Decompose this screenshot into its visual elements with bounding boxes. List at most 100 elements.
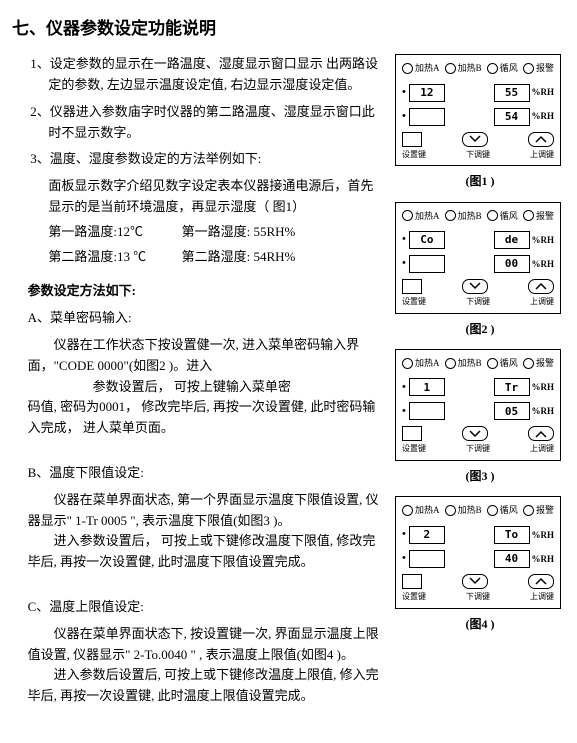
r1-left: 第一路温度:12℃ <box>48 222 178 243</box>
figure-column: 加热A 加热B 循风 报警 •12 55%RH • 54%RH 设置键 下调键 <box>395 54 565 644</box>
dot-icon: • <box>402 108 406 126</box>
led-label: 循风 <box>500 61 518 75</box>
C-head: C、温度上限值设定: <box>12 597 385 618</box>
B-p1: 仪器在菜单界面状态, 第一个界面显示温度下限值设置, 仪器显示" 1-Tr 00… <box>12 490 385 532</box>
set-button[interactable] <box>402 132 422 147</box>
r2-left: 第二路温度:13 ℃ <box>48 247 178 268</box>
dot-icon: • <box>402 84 406 102</box>
dot-icon: • <box>402 379 406 397</box>
up-button[interactable] <box>528 132 554 147</box>
item-1: 1、设定参数的显示在一路温度、湿度显示窗口显示 出两路设定的参数, 左边显示温度… <box>12 54 385 96</box>
down-button[interactable] <box>462 426 488 441</box>
btn-label: 下调键 <box>466 296 490 309</box>
set-button[interactable] <box>402 426 422 441</box>
r2-right: 第二路湿度: 54RH% <box>182 247 296 268</box>
display-box: de <box>494 231 530 249</box>
up-button[interactable] <box>528 574 554 589</box>
display-box <box>409 550 445 568</box>
method-title: 参数设定方法如下: <box>12 281 385 302</box>
led-label: 报警 <box>536 209 554 223</box>
rh-label: %RH <box>532 380 555 394</box>
led-label: 报警 <box>536 356 554 370</box>
led-icon <box>445 63 456 74</box>
display-box: 12 <box>409 84 445 102</box>
led-icon <box>487 210 498 221</box>
B-p2: 进入参数设置后， 可按上或下键修改温度下限值, 修改完毕后, 再按一次设置健, … <box>12 531 385 573</box>
btn-label: 下调键 <box>466 591 490 604</box>
A-p1: 仪器在工作状态下按设置健一次, 进入菜单密码输入界面，"CODE 0000"(如… <box>12 335 385 377</box>
btn-label: 设置键 <box>402 149 426 162</box>
rh-label: %RH <box>532 528 555 542</box>
up-button[interactable] <box>528 279 554 294</box>
led-label: 循风 <box>500 209 518 223</box>
figure-3-caption: (图3 ) <box>395 467 565 486</box>
A-p3: 码值, 密码为0001， 修改完毕后, 再按一次设置健, 此时密码输入完成， 进… <box>12 397 385 439</box>
led-icon <box>487 63 498 74</box>
figure-1-panel: 加热A 加热B 循风 报警 •12 55%RH • 54%RH 设置键 下调键 <box>395 54 561 166</box>
led-label: 循风 <box>500 356 518 370</box>
rh-label: %RH <box>532 257 555 271</box>
led-label: 加热A <box>415 61 440 75</box>
C-p1: 仪器在菜单界面状态下, 按设置键一次, 界面显示温度上限值设置, 仪器显示" 2… <box>12 624 385 666</box>
led-label: 加热A <box>415 356 440 370</box>
down-button[interactable] <box>462 279 488 294</box>
led-label: 报警 <box>536 503 554 517</box>
down-button[interactable] <box>462 132 488 147</box>
display-box: 05 <box>494 402 530 420</box>
led-icon <box>523 63 534 74</box>
display-box: 55 <box>494 84 530 102</box>
readings-row1: 第一路温度:12℃ 第一路湿度: 55RH% <box>12 222 385 243</box>
display-box: Co <box>409 231 445 249</box>
led-label: 加热A <box>415 503 440 517</box>
led-label: 加热B <box>458 209 482 223</box>
led-label: 循风 <box>500 503 518 517</box>
up-button[interactable] <box>528 426 554 441</box>
item-3a: 3、温度、湿度参数设定的方法举例如下: <box>12 149 385 170</box>
led-icon <box>523 358 534 369</box>
set-button[interactable] <box>402 279 422 294</box>
figure-2-caption: (图2 ) <box>395 320 565 339</box>
r1-right: 第一路湿度: 55RH% <box>182 222 296 243</box>
led-label: 报警 <box>536 61 554 75</box>
dot-icon: • <box>402 231 406 249</box>
btn-label: 上调键 <box>530 149 554 162</box>
led-icon <box>445 210 456 221</box>
set-button[interactable] <box>402 574 422 589</box>
btn-label: 下调键 <box>466 149 490 162</box>
A-head: A、菜单密码输入: <box>12 308 385 329</box>
btn-label: 上调键 <box>530 443 554 456</box>
C-p2: 进入参数后设置后, 可按上或下键修改温度上限值, 修入完毕后, 再按一次设置键,… <box>12 665 385 707</box>
btn-label: 上调键 <box>530 296 554 309</box>
display-box: 40 <box>494 550 530 568</box>
display-box: 00 <box>494 255 530 273</box>
rh-label: %RH <box>532 109 555 123</box>
rh-label: %RH <box>532 233 555 247</box>
figure-2-panel: 加热A 加热B 循风 报警 •Co de%RH • 00%RH 设置键 下调键 <box>395 202 561 314</box>
readings-row2: 第二路温度:13 ℃ 第二路湿度: 54RH% <box>12 247 385 268</box>
led-icon <box>445 505 456 516</box>
display-box: 54 <box>494 108 530 126</box>
display-box: Tr <box>494 378 530 396</box>
led-icon <box>445 358 456 369</box>
figure-4-caption: (图4 ) <box>395 615 565 634</box>
btn-label: 设置键 <box>402 591 426 604</box>
display-box: To <box>494 526 530 544</box>
figure-1-caption: (图1 ) <box>395 172 565 191</box>
led-icon <box>402 63 413 74</box>
led-label: 加热B <box>458 503 482 517</box>
led-icon <box>402 210 413 221</box>
led-icon <box>487 358 498 369</box>
down-button[interactable] <box>462 574 488 589</box>
figure-4-panel: 加热A 加热B 循风 报警 •2 To%RH • 40%RH 设置键 下调键 <box>395 496 561 608</box>
led-label: 加热B <box>458 356 482 370</box>
figure-3-panel: 加热A 加热B 循风 报警 •1 Tr%RH • 05%RH 设置键 下调键 <box>395 349 561 461</box>
rh-label: %RH <box>532 404 555 418</box>
led-icon <box>402 358 413 369</box>
display-box <box>409 108 445 126</box>
led-icon <box>523 505 534 516</box>
btn-label: 下调键 <box>466 443 490 456</box>
dot-icon: • <box>402 403 406 421</box>
btn-label: 设置键 <box>402 296 426 309</box>
led-label: 加热B <box>458 61 482 75</box>
display-box <box>409 255 445 273</box>
